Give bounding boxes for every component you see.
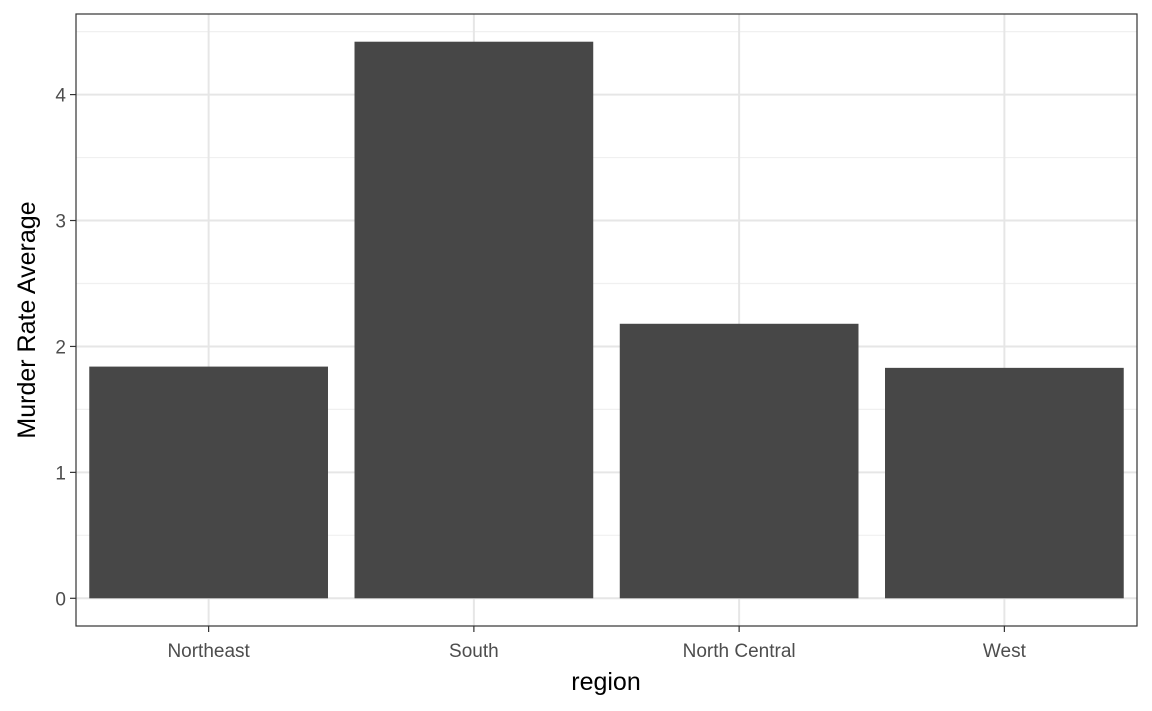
bar-south bbox=[354, 41, 594, 599]
y-tick-label: 4 bbox=[55, 86, 66, 107]
x-tick-label: Northeast bbox=[167, 641, 250, 662]
y-tick-label: 0 bbox=[55, 589, 66, 610]
bar-north-central bbox=[619, 323, 859, 599]
x-tick-label: West bbox=[983, 641, 1027, 662]
y-tick-label: 1 bbox=[55, 463, 66, 484]
x-tick-label: North Central bbox=[683, 641, 796, 662]
y-tick-label: 3 bbox=[55, 212, 66, 233]
y-tick-label: 2 bbox=[55, 337, 66, 358]
bar-west bbox=[885, 367, 1124, 599]
panel-border bbox=[75, 13, 1138, 627]
bar-northeast bbox=[89, 366, 328, 599]
x-tick-label: South bbox=[449, 641, 499, 662]
axes: 0 1 2 3 4 Northeast South North Central West bbox=[55, 86, 1026, 662]
y-axis-title: Murder Rate Average bbox=[13, 201, 41, 438]
bars bbox=[89, 41, 1124, 599]
x-axis-title: region bbox=[571, 668, 641, 696]
